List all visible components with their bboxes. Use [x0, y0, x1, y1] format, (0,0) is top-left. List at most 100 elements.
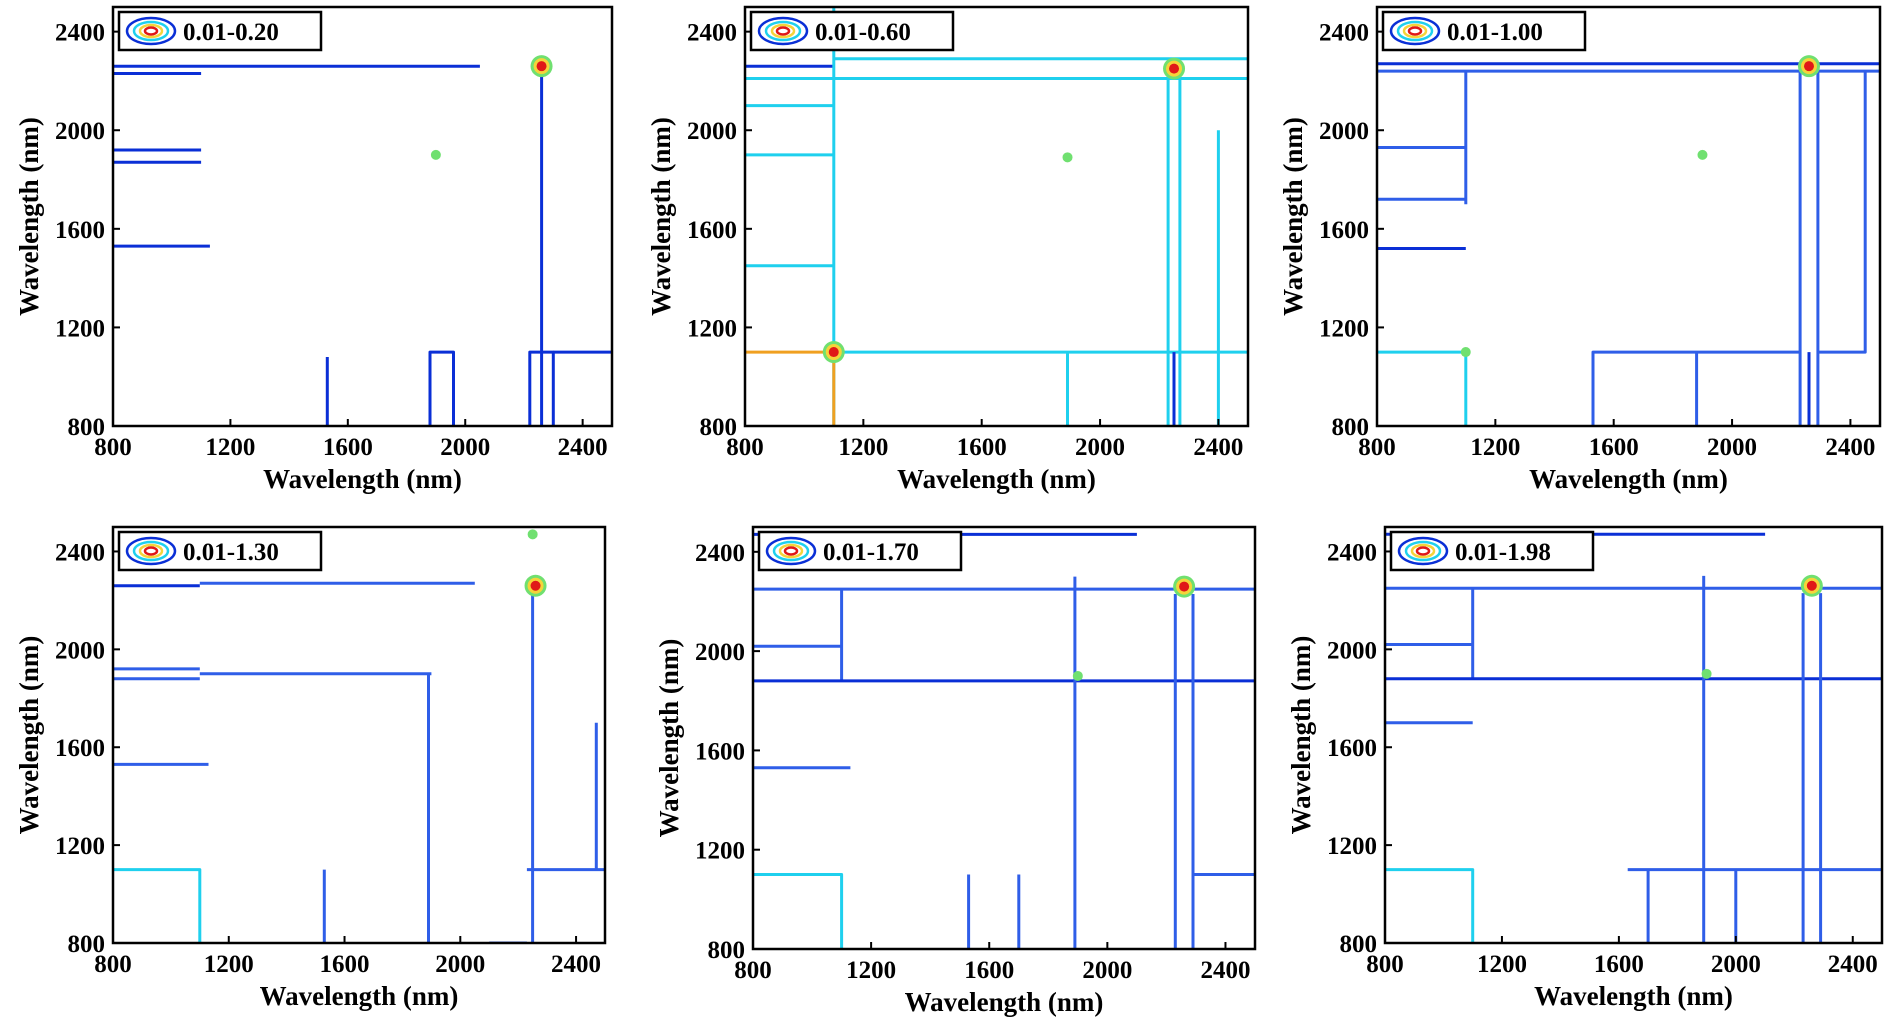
legend-contour-icon — [1410, 543, 1436, 559]
y-tick-label: 1200 — [1327, 833, 1377, 860]
contour-line — [1817, 71, 1867, 354]
y-tick-label: 2400 — [695, 540, 745, 567]
hotspot-peak — [1179, 581, 1190, 592]
panel-3: 800 1200 1600 2000 2400 800 1200 1600 2000 2400 Wa… — [1278, 5, 1882, 494]
plot-area — [753, 527, 1255, 949]
y-tick-label: 1200 — [1319, 315, 1369, 342]
legend-label: 0.01-1.98 — [1455, 539, 1551, 566]
y-tick-label: 2000 — [1319, 118, 1369, 145]
y-tick-label: 1600 — [1319, 217, 1369, 244]
legend-contour-icon — [132, 20, 170, 42]
legend-label: 0.01-1.00 — [1447, 19, 1543, 46]
x-axis-label: Wavelength (nm) — [897, 464, 1096, 494]
legend-label: 0.01-0.20 — [183, 19, 279, 46]
axes-frame — [111, 5, 614, 428]
y-tick-label: 1200 — [55, 833, 105, 860]
legend-contour-icon — [143, 26, 159, 36]
legend: 0.01-1.00 — [1381, 10, 1587, 52]
contour-line — [528, 350, 555, 426]
legend-contour-icon — [775, 26, 791, 36]
y-tick-label: 800 — [68, 931, 106, 958]
x-tick-label: 2000 — [435, 951, 485, 978]
plot-area — [1377, 7, 1880, 426]
legend-contour-icon — [132, 540, 170, 562]
x-tick-label: 800 — [726, 434, 764, 461]
hotspot-minor — [1697, 149, 1708, 160]
y-tick-label: 800 — [68, 414, 106, 441]
legend-box — [1381, 10, 1587, 52]
legend-contour-icon — [765, 536, 817, 566]
legend: 0.01-1.98 — [1389, 530, 1595, 572]
y-tick-label: 800 — [708, 937, 746, 964]
y-axis-label: Wavelength (nm) — [646, 117, 676, 316]
legend-label: 0.01-0.60 — [815, 19, 911, 46]
hotspot-peak — [828, 347, 839, 358]
x-tick-label: 2400 — [558, 434, 608, 461]
y-tick-label: 2000 — [1327, 637, 1377, 664]
legend-label: 0.01-1.30 — [183, 539, 279, 566]
x-tick-label: 2000 — [1707, 434, 1757, 461]
legend-contour-icon — [764, 20, 802, 42]
contour-lines — [113, 529, 605, 943]
x-axis-label: Wavelength (nm) — [263, 464, 462, 494]
contour-line — [1591, 350, 1801, 426]
y-axis-label: Wavelength (nm) — [654, 639, 684, 838]
contour-line — [428, 350, 455, 426]
legend-contour-icon — [1396, 20, 1434, 42]
y-tick-label: 2000 — [695, 639, 745, 666]
legend-contour-icon — [1415, 546, 1431, 556]
y-tick-label: 1200 — [695, 838, 745, 865]
x-axis-label: Wavelength (nm) — [1529, 464, 1728, 494]
y-tick-label: 2000 — [55, 118, 105, 145]
y-tick-label: 1600 — [1327, 735, 1377, 762]
y-tick-label: 2400 — [55, 539, 105, 566]
x-tick-label: 800 — [94, 951, 132, 978]
y-tick-label: 1200 — [687, 315, 737, 342]
x-tick-label: 2000 — [440, 434, 490, 461]
x-tick-label: 1200 — [838, 434, 888, 461]
legend: 0.01-0.60 — [749, 10, 955, 52]
x-tick-label: 2000 — [1075, 434, 1125, 461]
y-tick-label: 2400 — [55, 20, 105, 47]
hotspot-peak — [1806, 580, 1817, 591]
hotspot-minor — [1072, 670, 1083, 681]
x-tick-label: 1200 — [204, 951, 254, 978]
legend-contour-icon — [772, 540, 810, 562]
legend-contour-icon — [757, 16, 809, 46]
legend: 0.01-1.70 — [757, 530, 963, 572]
x-tick-label: 1600 — [323, 434, 373, 461]
contour-line — [1385, 868, 1475, 943]
plot-area — [113, 527, 605, 943]
y-tick-label: 2400 — [687, 20, 737, 47]
x-tick-label: 2400 — [1193, 434, 1243, 461]
x-tick-label: 800 — [1358, 434, 1396, 461]
x-tick-label: 1600 — [957, 434, 1007, 461]
y-tick-label: 2400 — [1327, 539, 1377, 566]
legend-contour-icon — [778, 543, 804, 559]
hotspot-minor — [1062, 152, 1073, 163]
x-tick-label: 2400 — [551, 951, 601, 978]
legend-contour-icon — [138, 23, 164, 39]
plot-area — [1385, 527, 1882, 943]
contour-lines — [113, 55, 612, 426]
x-tick-label: 1200 — [846, 957, 896, 984]
axes-frame — [1375, 5, 1882, 428]
y-tick-label: 800 — [1332, 414, 1370, 441]
legend-contour-icon — [1389, 16, 1441, 46]
legend: 0.01-1.30 — [117, 530, 323, 572]
legend-contour-icon — [125, 16, 177, 46]
hotspot-minor — [1701, 668, 1712, 679]
x-tick-label: 1600 — [1589, 434, 1639, 461]
contour-lines — [753, 532, 1255, 949]
x-tick-label: 800 — [1366, 951, 1404, 978]
x-tick-label: 1200 — [1477, 951, 1527, 978]
legend-contour-icon — [1402, 23, 1428, 39]
x-axis-label: Wavelength (nm) — [1534, 981, 1733, 1011]
y-tick-label: 1600 — [55, 217, 105, 244]
y-axis-label: Wavelength (nm) — [14, 117, 44, 316]
x-tick-label: 2400 — [1200, 957, 1250, 984]
x-tick-label: 2000 — [1711, 951, 1761, 978]
legend-contour-icon — [125, 536, 177, 566]
legend-contour-icon — [143, 546, 159, 556]
contour-line — [113, 868, 202, 943]
